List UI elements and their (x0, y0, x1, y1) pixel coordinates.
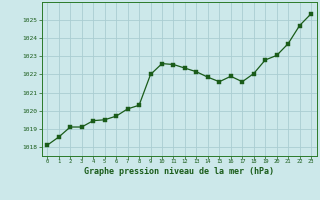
X-axis label: Graphe pression niveau de la mer (hPa): Graphe pression niveau de la mer (hPa) (84, 167, 274, 176)
